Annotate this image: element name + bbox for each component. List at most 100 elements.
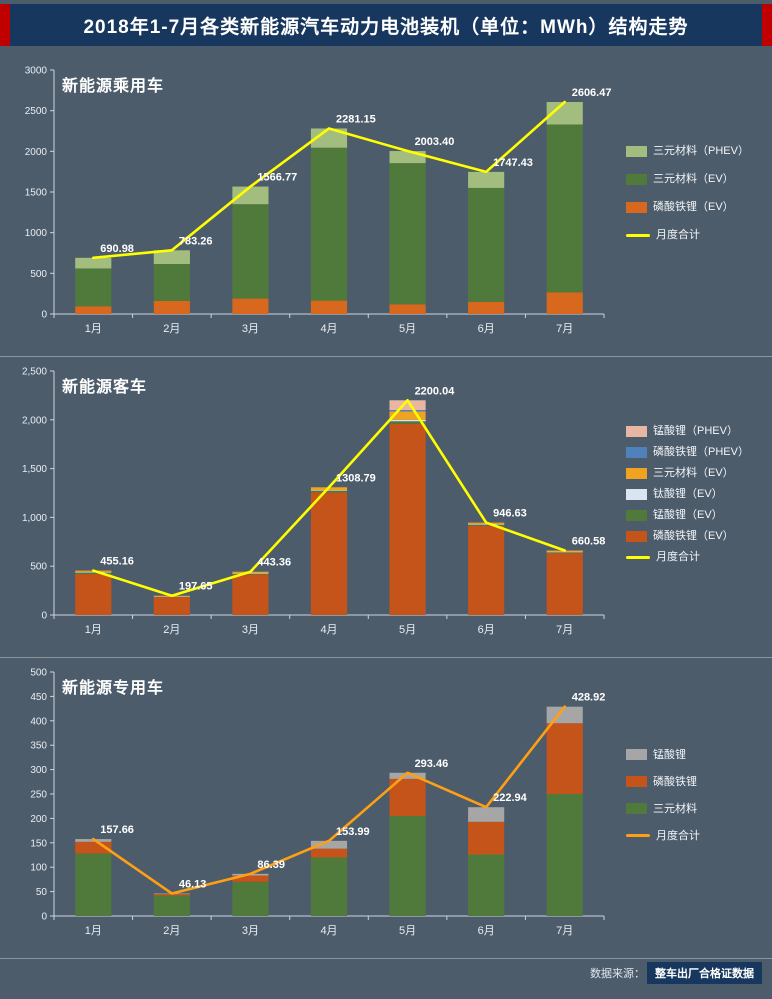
y-axis-label: 200: [30, 814, 47, 825]
y-axis-label: 1500: [25, 188, 48, 199]
bar-segment: [389, 423, 426, 615]
legend-label: 月度合计: [656, 551, 700, 563]
bar-segment: [468, 524, 505, 526]
bar-segment: [310, 300, 348, 314]
passenger-vehicle-chart: 0 500 1000 1500 2000 2500 3000 1月 2月 3月 4月 5月 6月 7月 69…: [25, 66, 612, 336]
legend-color-swatch: [626, 803, 647, 814]
legend-color-swatch: [626, 145, 647, 157]
bar-segment: [153, 263, 190, 301]
bar-segment: [153, 895, 190, 916]
bar-segment: [310, 857, 348, 916]
chart-panel-special-vehicles: 0 50 100 150 200 250 300 350 400 450 500 1月 2月 3月 4月 5月…: [0, 658, 772, 959]
data-source: 数据来源： 整车出厂合格证数据: [0, 959, 772, 987]
bar-segment: [468, 301, 505, 314]
legend-item: 磷酸铁锂（EV）: [626, 201, 770, 213]
data-label: 2003.40: [415, 136, 455, 148]
bar-segment: [546, 551, 583, 553]
legend-item: 钛酸锂（EV）: [626, 488, 770, 500]
x-axis-label: 3月: [242, 925, 259, 937]
legend-label: 锰酸锂: [653, 748, 686, 761]
bar-segment: [153, 250, 190, 264]
bar-segment: [546, 794, 583, 916]
data-label: 293.46: [415, 758, 449, 770]
bar-segment: [75, 574, 112, 615]
legend-passenger: 三元材料（PHEV） 三元材料（EV） 磷酸铁锂（EV） 月度合计: [626, 56, 770, 330]
data-source-value: 整车出厂合格证数据: [647, 962, 762, 984]
legend-line-swatch: [626, 555, 650, 559]
y-axis-label: 2500: [25, 106, 48, 117]
data-label: 660.58: [572, 536, 606, 548]
legend-item: 月度合计: [626, 229, 770, 241]
y-axis-label: 0: [41, 611, 47, 622]
bar-segment: [389, 400, 426, 411]
x-axis-label: 1月: [85, 925, 102, 937]
x-axis-label: 4月: [320, 925, 337, 937]
y-axis-label: 450: [30, 692, 47, 703]
bar-segment: [389, 419, 426, 422]
legend-color-swatch: [626, 446, 647, 458]
data-label: 455.16: [100, 556, 134, 568]
bar-segment: [75, 306, 112, 314]
x-axis-label: 2月: [163, 323, 180, 335]
bar-segment: [153, 596, 190, 615]
bar-segment: [468, 171, 505, 188]
data-label: 690.98: [100, 243, 134, 255]
legend-item: 三元材料（EV）: [626, 173, 770, 185]
legend-color-swatch: [626, 425, 647, 437]
data-label: 2606.47: [572, 87, 612, 99]
legend-color-swatch: [626, 530, 647, 542]
legend-item: 锰酸锂: [626, 749, 770, 761]
bar-segment: [232, 573, 269, 575]
bar-segment: [546, 553, 583, 615]
bar-segment: [546, 706, 583, 724]
legend-label: 磷酸铁锂（PHEV）: [653, 446, 749, 458]
bar-segment: [75, 841, 112, 854]
y-axis-label: 300: [30, 765, 47, 776]
legend-label: 磷酸铁锂: [653, 775, 697, 788]
bar-segment: [468, 854, 505, 916]
bar-segment: [232, 881, 269, 916]
data-label: 946.63: [493, 508, 527, 520]
bar-segment: [75, 268, 112, 307]
legend-line-swatch: [626, 834, 650, 837]
y-axis-label: 350: [30, 741, 47, 752]
y-axis-label: 2,000: [22, 415, 47, 426]
legend-label: 三元材料（PHEV）: [653, 145, 749, 157]
x-axis-label: 1月: [85, 323, 102, 335]
x-axis-label: 4月: [320, 624, 337, 636]
x-axis-label: 5月: [399, 624, 416, 636]
x-axis-label: 1月: [85, 624, 102, 636]
legend-bus: 锰酸锂（PHEV） 磷酸铁锂（PHEV） 三元材料（EV） 钛酸锂（EV） 锰酸锂（EV…: [626, 357, 770, 631]
data-label: 2281.15: [336, 113, 376, 125]
y-axis-label: 3000: [25, 66, 48, 77]
bar-segment: [232, 204, 269, 299]
bar-segment: [75, 572, 112, 575]
bus-chart: 0 500 1,000 1,500 2,000 2,500 1月 2月 3月 4月 5月 6月 7月 45…: [22, 367, 606, 637]
data-label: 2200.04: [415, 385, 456, 397]
bar-segment: [546, 124, 583, 293]
legend-label: 三元材料（EV）: [653, 467, 734, 479]
data-label: 1747.43: [493, 157, 533, 169]
title-bar: 2018年1-7月各类新能源汽车动力电池装机（单位：MWh）结构走势: [0, 4, 772, 46]
legend-special: 锰酸锂 磷酸铁锂 三元材料 月度合计: [626, 658, 770, 932]
page-title: 2018年1-7月各类新能源汽车动力电池装机（单位：MWh）结构走势: [83, 16, 689, 38]
legend-color-swatch: [626, 201, 647, 213]
x-axis-label: 4月: [320, 323, 337, 335]
bar-segment: [389, 411, 426, 420]
special-vehicle-chart: 0 50 100 150 200 250 300 350 400 450 500 1月 2月 3月 4月 5月…: [30, 668, 605, 938]
legend-item: 月度合计: [626, 551, 770, 563]
legend-line-swatch: [626, 233, 650, 237]
legend-item: 三元材料（EV）: [626, 467, 770, 479]
bar-segment: [232, 573, 269, 574]
chart-panel-buses: 0 500 1,000 1,500 2,000 2,500 1月 2月 3月 4月 5月 6月 7月 45…: [0, 357, 772, 658]
legend-label: 三元材料（EV）: [653, 173, 734, 185]
bar-segment: [468, 523, 505, 525]
x-axis-label: 2月: [163, 624, 180, 636]
y-axis-label: 1000: [25, 228, 48, 239]
monthly-total-line: [91, 398, 567, 598]
legend-label: 锰酸锂（EV）: [653, 509, 723, 521]
legend-color-swatch: [626, 749, 647, 760]
bar-segment: [310, 840, 348, 849]
x-axis-label: 3月: [242, 323, 259, 335]
data-label: 153.99: [336, 826, 370, 838]
